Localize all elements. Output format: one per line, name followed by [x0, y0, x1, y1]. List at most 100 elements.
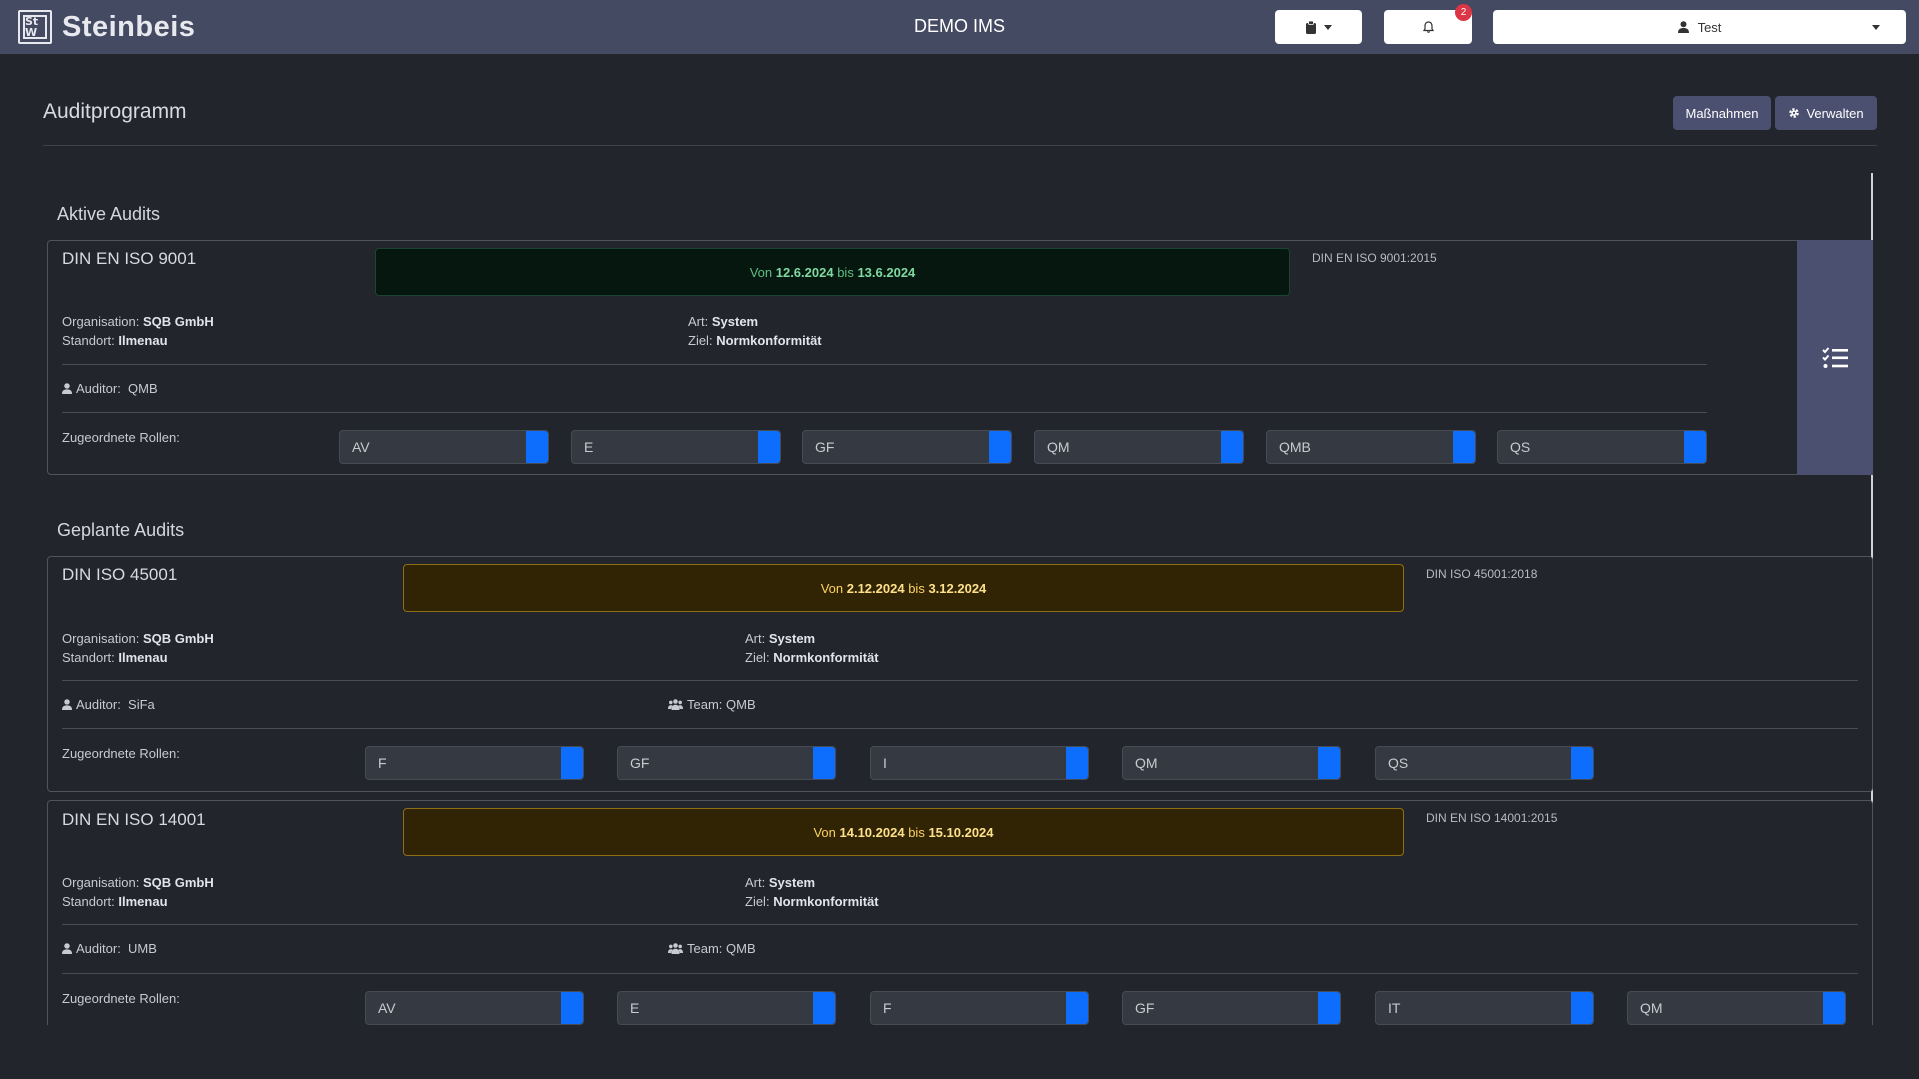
role-select[interactable]: E — [617, 991, 836, 1025]
audit-card-9001: DIN EN ISO 9001 Von 12.6.2024 bis 13.6.2… — [47, 240, 1873, 475]
logo-text: Steinbeis — [62, 10, 196, 43]
chevron-down-icon — [1323, 24, 1332, 30]
users-icon — [668, 699, 683, 710]
organisation-label: Organisation: — [62, 314, 140, 329]
role-toggle[interactable] — [1453, 431, 1475, 463]
auditor-value: UMB — [128, 941, 157, 956]
role-select[interactable]: GF — [802, 430, 1012, 464]
role-name: GF — [1135, 1000, 1155, 1016]
user-icon — [1677, 21, 1689, 33]
art-label: Art: — [745, 631, 766, 646]
role-toggle[interactable] — [1823, 992, 1845, 1024]
role-select[interactable]: F — [870, 991, 1089, 1025]
role-select[interactable]: AV — [339, 430, 549, 464]
clipboard-dropdown-button[interactable] — [1275, 10, 1362, 44]
top-navbar: St W Steinbeis DEMO IMS 2 Test — [0, 0, 1919, 54]
role-toggle[interactable] — [1684, 431, 1706, 463]
massnahmen-button[interactable]: Maßnahmen — [1673, 96, 1771, 130]
role-select[interactable]: QM — [1034, 430, 1244, 464]
notifications-button[interactable]: 2 — [1384, 4, 1472, 44]
role-select[interactable]: QS — [1375, 746, 1594, 780]
role-select[interactable]: QM — [1627, 991, 1846, 1025]
audit-norm: DIN EN ISO 9001:2015 — [1312, 251, 1437, 265]
auditor-value: SiFa — [128, 697, 155, 712]
ziel-value: Normkonformität — [773, 894, 879, 909]
role-toggle[interactable] — [1318, 747, 1340, 779]
role-select[interactable]: AV — [365, 991, 584, 1025]
audit-title[interactable]: DIN EN ISO 9001 — [62, 249, 197, 268]
role-toggle[interactable] — [813, 992, 835, 1024]
team-label: Team: — [687, 697, 723, 712]
standort-label: Standort: — [62, 894, 115, 909]
art-value: System — [711, 314, 759, 329]
auditor-info: Auditor: SiFa — [62, 697, 155, 712]
role-toggle[interactable] — [813, 747, 835, 779]
role-select[interactable]: QM — [1122, 746, 1341, 780]
role-name: E — [630, 1000, 640, 1016]
audit-date-range: Von 2.12.2024 bis 3.12.2024 — [403, 564, 1404, 612]
auditor-value: QMB — [128, 381, 158, 396]
page-bottom-fade — [0, 1025, 1919, 1079]
auditor-label: Auditor: — [76, 941, 121, 956]
role-toggle[interactable] — [1066, 992, 1088, 1024]
brand-logo[interactable]: St W Steinbeis — [18, 10, 195, 44]
role-name: F — [883, 1000, 892, 1016]
role-select[interactable]: IT — [1375, 991, 1594, 1025]
role-name: QM — [1640, 1000, 1663, 1016]
audit-norm: DIN EN ISO 14001:2015 — [1426, 811, 1558, 825]
role-toggle[interactable] — [1571, 992, 1593, 1024]
ziel-label: Ziel: — [745, 650, 770, 665]
von-label: Von — [820, 580, 844, 596]
role-toggle[interactable] — [561, 747, 583, 779]
von-label: Von — [813, 824, 836, 840]
role-toggle[interactable] — [1066, 747, 1088, 779]
bell-icon — [1422, 21, 1434, 33]
audit-title[interactable]: DIN EN ISO 14001 — [62, 810, 206, 829]
verwalten-button[interactable]: Verwalten — [1775, 96, 1877, 130]
role-name: E — [584, 439, 594, 455]
role-toggle[interactable] — [989, 431, 1011, 463]
auditor-info: Auditor: UMB — [62, 941, 157, 956]
auditor-label: Auditor: — [76, 697, 121, 712]
team-info: Team: QMB — [668, 697, 756, 712]
role-toggle[interactable] — [758, 431, 780, 463]
standort-value: Ilmenau — [118, 333, 168, 348]
role-select[interactable]: QS — [1497, 430, 1707, 464]
role-select[interactable]: GF — [617, 746, 836, 780]
role-toggle[interactable] — [1221, 431, 1243, 463]
role-toggle[interactable] — [561, 992, 583, 1024]
role-toggle[interactable] — [1571, 747, 1593, 779]
role-select[interactable]: E — [571, 430, 781, 464]
standort-value: Ilmenau — [118, 650, 168, 665]
section-title-active: Aktive Audits — [57, 204, 161, 224]
role-select[interactable]: I — [870, 746, 1089, 780]
audit-date-range: Von 12.6.2024 bis 13.6.2024 — [375, 248, 1290, 296]
user-name: Test — [1697, 19, 1722, 35]
scrollbar[interactable] — [1871, 173, 1873, 923]
audit-type-info: Art: System Ziel: Normkonformität — [745, 873, 879, 911]
role-name: QS — [1388, 755, 1409, 771]
checklist-button[interactable] — [1797, 240, 1873, 475]
user-icon — [62, 943, 72, 954]
ziel-label: Ziel: — [688, 333, 713, 348]
audit-card-14001: DIN EN ISO 14001 Von 14.10.2024 bis 15.1… — [47, 800, 1873, 1040]
role-name: GF — [815, 439, 835, 455]
role-toggle[interactable] — [526, 431, 548, 463]
standort-label: Standort: — [62, 333, 115, 348]
art-label: Art: — [745, 875, 766, 890]
user-menu-button[interactable]: Test — [1493, 10, 1906, 44]
audit-org-info: Organisation: SQB GmbH Standort: Ilmenau — [62, 312, 214, 350]
organisation-value: SQB GmbH — [142, 875, 214, 890]
role-name: QM — [1047, 439, 1070, 455]
team-label: Team: — [687, 941, 723, 956]
card-divider — [62, 728, 1858, 729]
audit-title[interactable]: DIN ISO 45001 — [62, 565, 178, 584]
card-divider — [62, 364, 1707, 365]
role-select[interactable]: GF — [1122, 991, 1341, 1025]
role-name: IT — [1388, 1000, 1401, 1016]
organisation-label: Organisation: — [62, 875, 140, 890]
role-toggle[interactable] — [1318, 992, 1340, 1024]
role-select[interactable]: QMB — [1266, 430, 1476, 464]
standort-label: Standort: — [62, 650, 115, 665]
role-select[interactable]: F — [365, 746, 584, 780]
